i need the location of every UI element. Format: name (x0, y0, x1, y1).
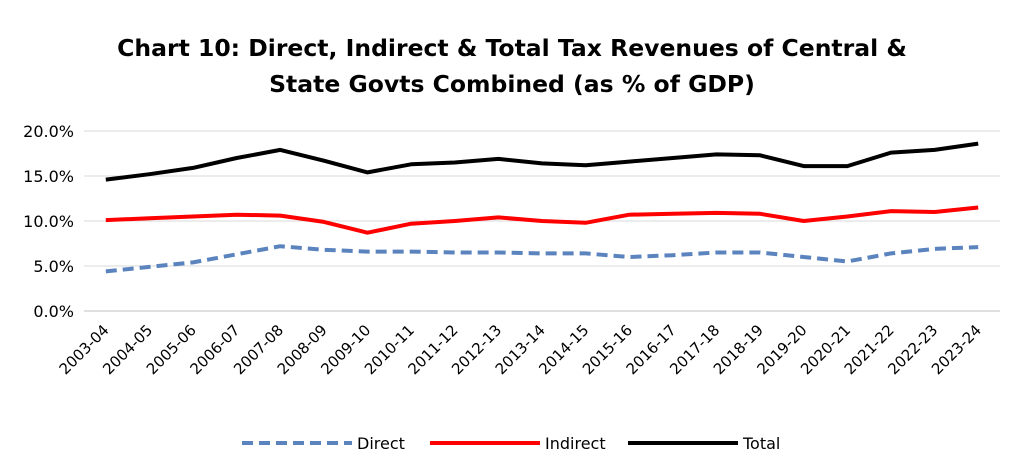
chart-title-line-1: Chart 10: Direct, Indirect & Total Tax R… (117, 34, 907, 62)
y-tick-label: 20.0% (23, 122, 74, 141)
y-axis-ticks: 0.0% 5.0% 10.0% 15.0% 20.0% (23, 122, 74, 321)
x-axis-ticks: 2003-042004-052005-062006-072007-082008-… (56, 321, 985, 378)
y-tick-label: 10.0% (23, 212, 74, 231)
series-line-indirect (105, 205, 979, 235)
legend: Direct Indirect Total (242, 434, 780, 453)
series-line-direct (105, 244, 979, 274)
series-lines (105, 141, 979, 274)
legend-label-indirect: Indirect (545, 434, 606, 453)
legend-label-direct: Direct (357, 434, 405, 453)
y-tick-label: 0.0% (33, 302, 74, 321)
chart-title-line-2: State Govts Combined (as % of GDP) (269, 70, 755, 98)
chart-title: Chart 10: Direct, Indirect & Total Tax R… (0, 30, 1024, 102)
y-tick-label: 15.0% (23, 167, 74, 186)
y-tick-label: 5.0% (33, 257, 74, 276)
series-line-total (105, 141, 979, 182)
legend-label-total: Total (742, 434, 780, 453)
gridlines (84, 130, 1000, 267)
